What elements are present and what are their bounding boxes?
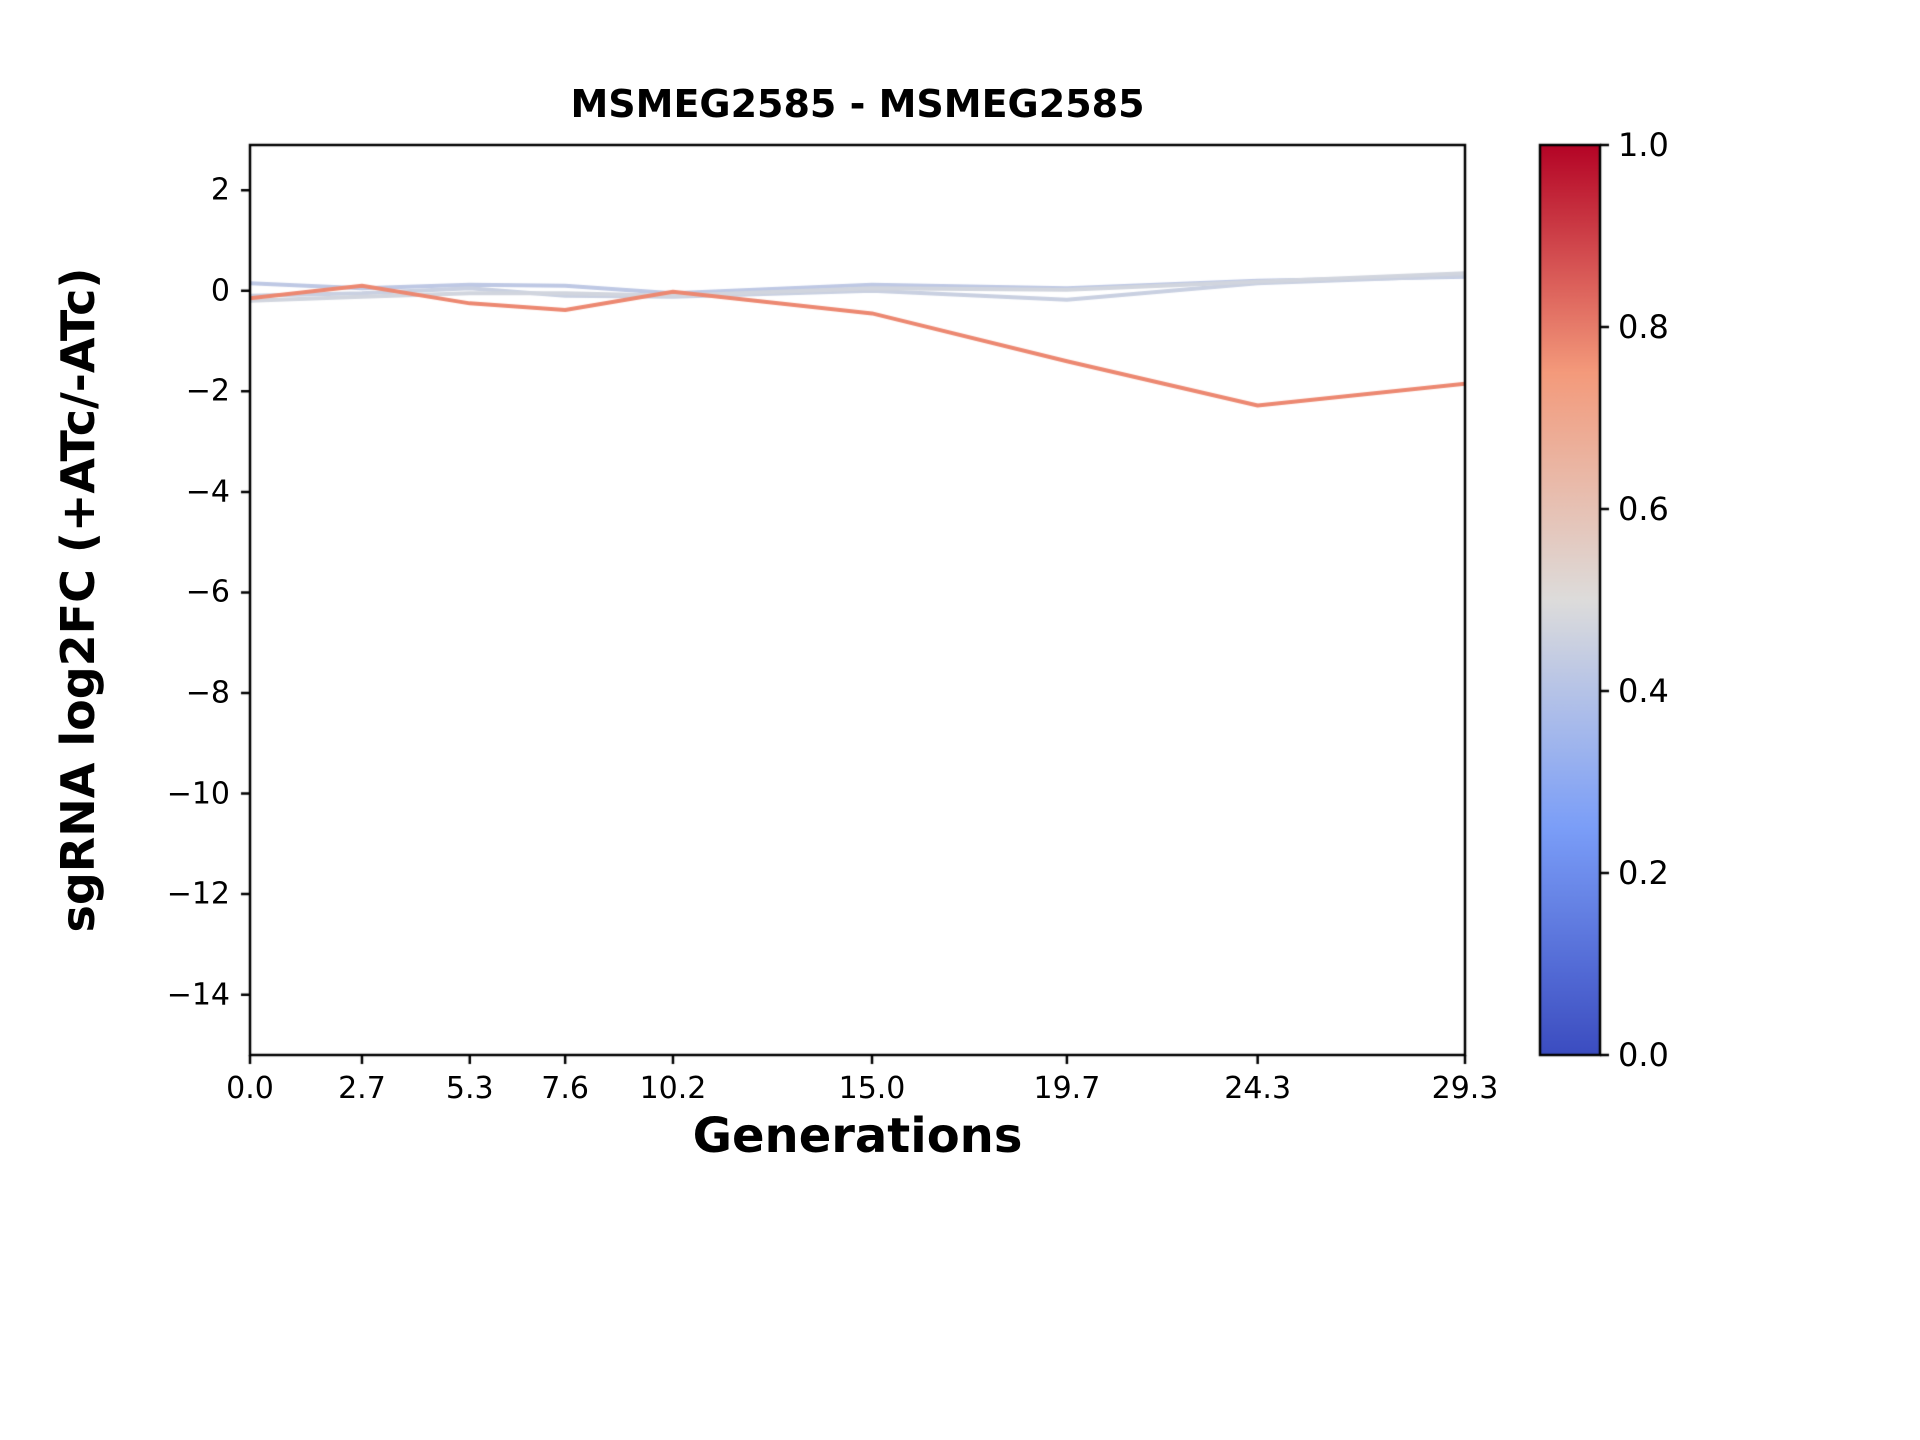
y-tick-label: −2	[185, 373, 230, 409]
colorbar-tick-label: 0.0	[1618, 1036, 1669, 1074]
y-tick-label: −10	[166, 776, 230, 812]
colorbar-tick-label: 0.4	[1618, 672, 1669, 710]
chart-title: MSMEG2585 - MSMEG2585	[570, 82, 1145, 126]
y-tick-label: 0	[210, 273, 230, 309]
x-tick-label: 7.6	[541, 1071, 589, 1106]
y-tick-label: −8	[185, 675, 230, 711]
colorbar-tick-label: 0.8	[1618, 308, 1669, 346]
y-tick-label: −14	[166, 977, 230, 1013]
x-tick-label: 10.2	[639, 1071, 707, 1106]
x-tick-label: 19.7	[1033, 1071, 1101, 1106]
x-tick-label: 0.0	[226, 1071, 274, 1106]
colorbar-tick-label: 0.6	[1618, 490, 1669, 528]
x-tick-label: 5.3	[445, 1071, 494, 1106]
y-tick-label: −12	[166, 876, 230, 912]
y-tick-label: 2	[210, 172, 230, 208]
colorbar-tick-label: 0.2	[1618, 854, 1669, 892]
x-tick-label: 24.3	[1224, 1071, 1292, 1106]
x-tick-label: 2.7	[338, 1071, 386, 1106]
x-axis-label: Generations	[692, 1108, 1023, 1164]
y-axis-label: sgRNA log2FC (+ATc/-ATc)	[51, 267, 105, 933]
y-tick-label: −6	[185, 574, 230, 610]
x-tick-label: 29.3	[1431, 1071, 1499, 1106]
x-tick-label: 15.0	[838, 1071, 906, 1106]
colorbar-tick-label: 1.0	[1618, 126, 1669, 164]
y-tick-label: −4	[185, 474, 230, 510]
